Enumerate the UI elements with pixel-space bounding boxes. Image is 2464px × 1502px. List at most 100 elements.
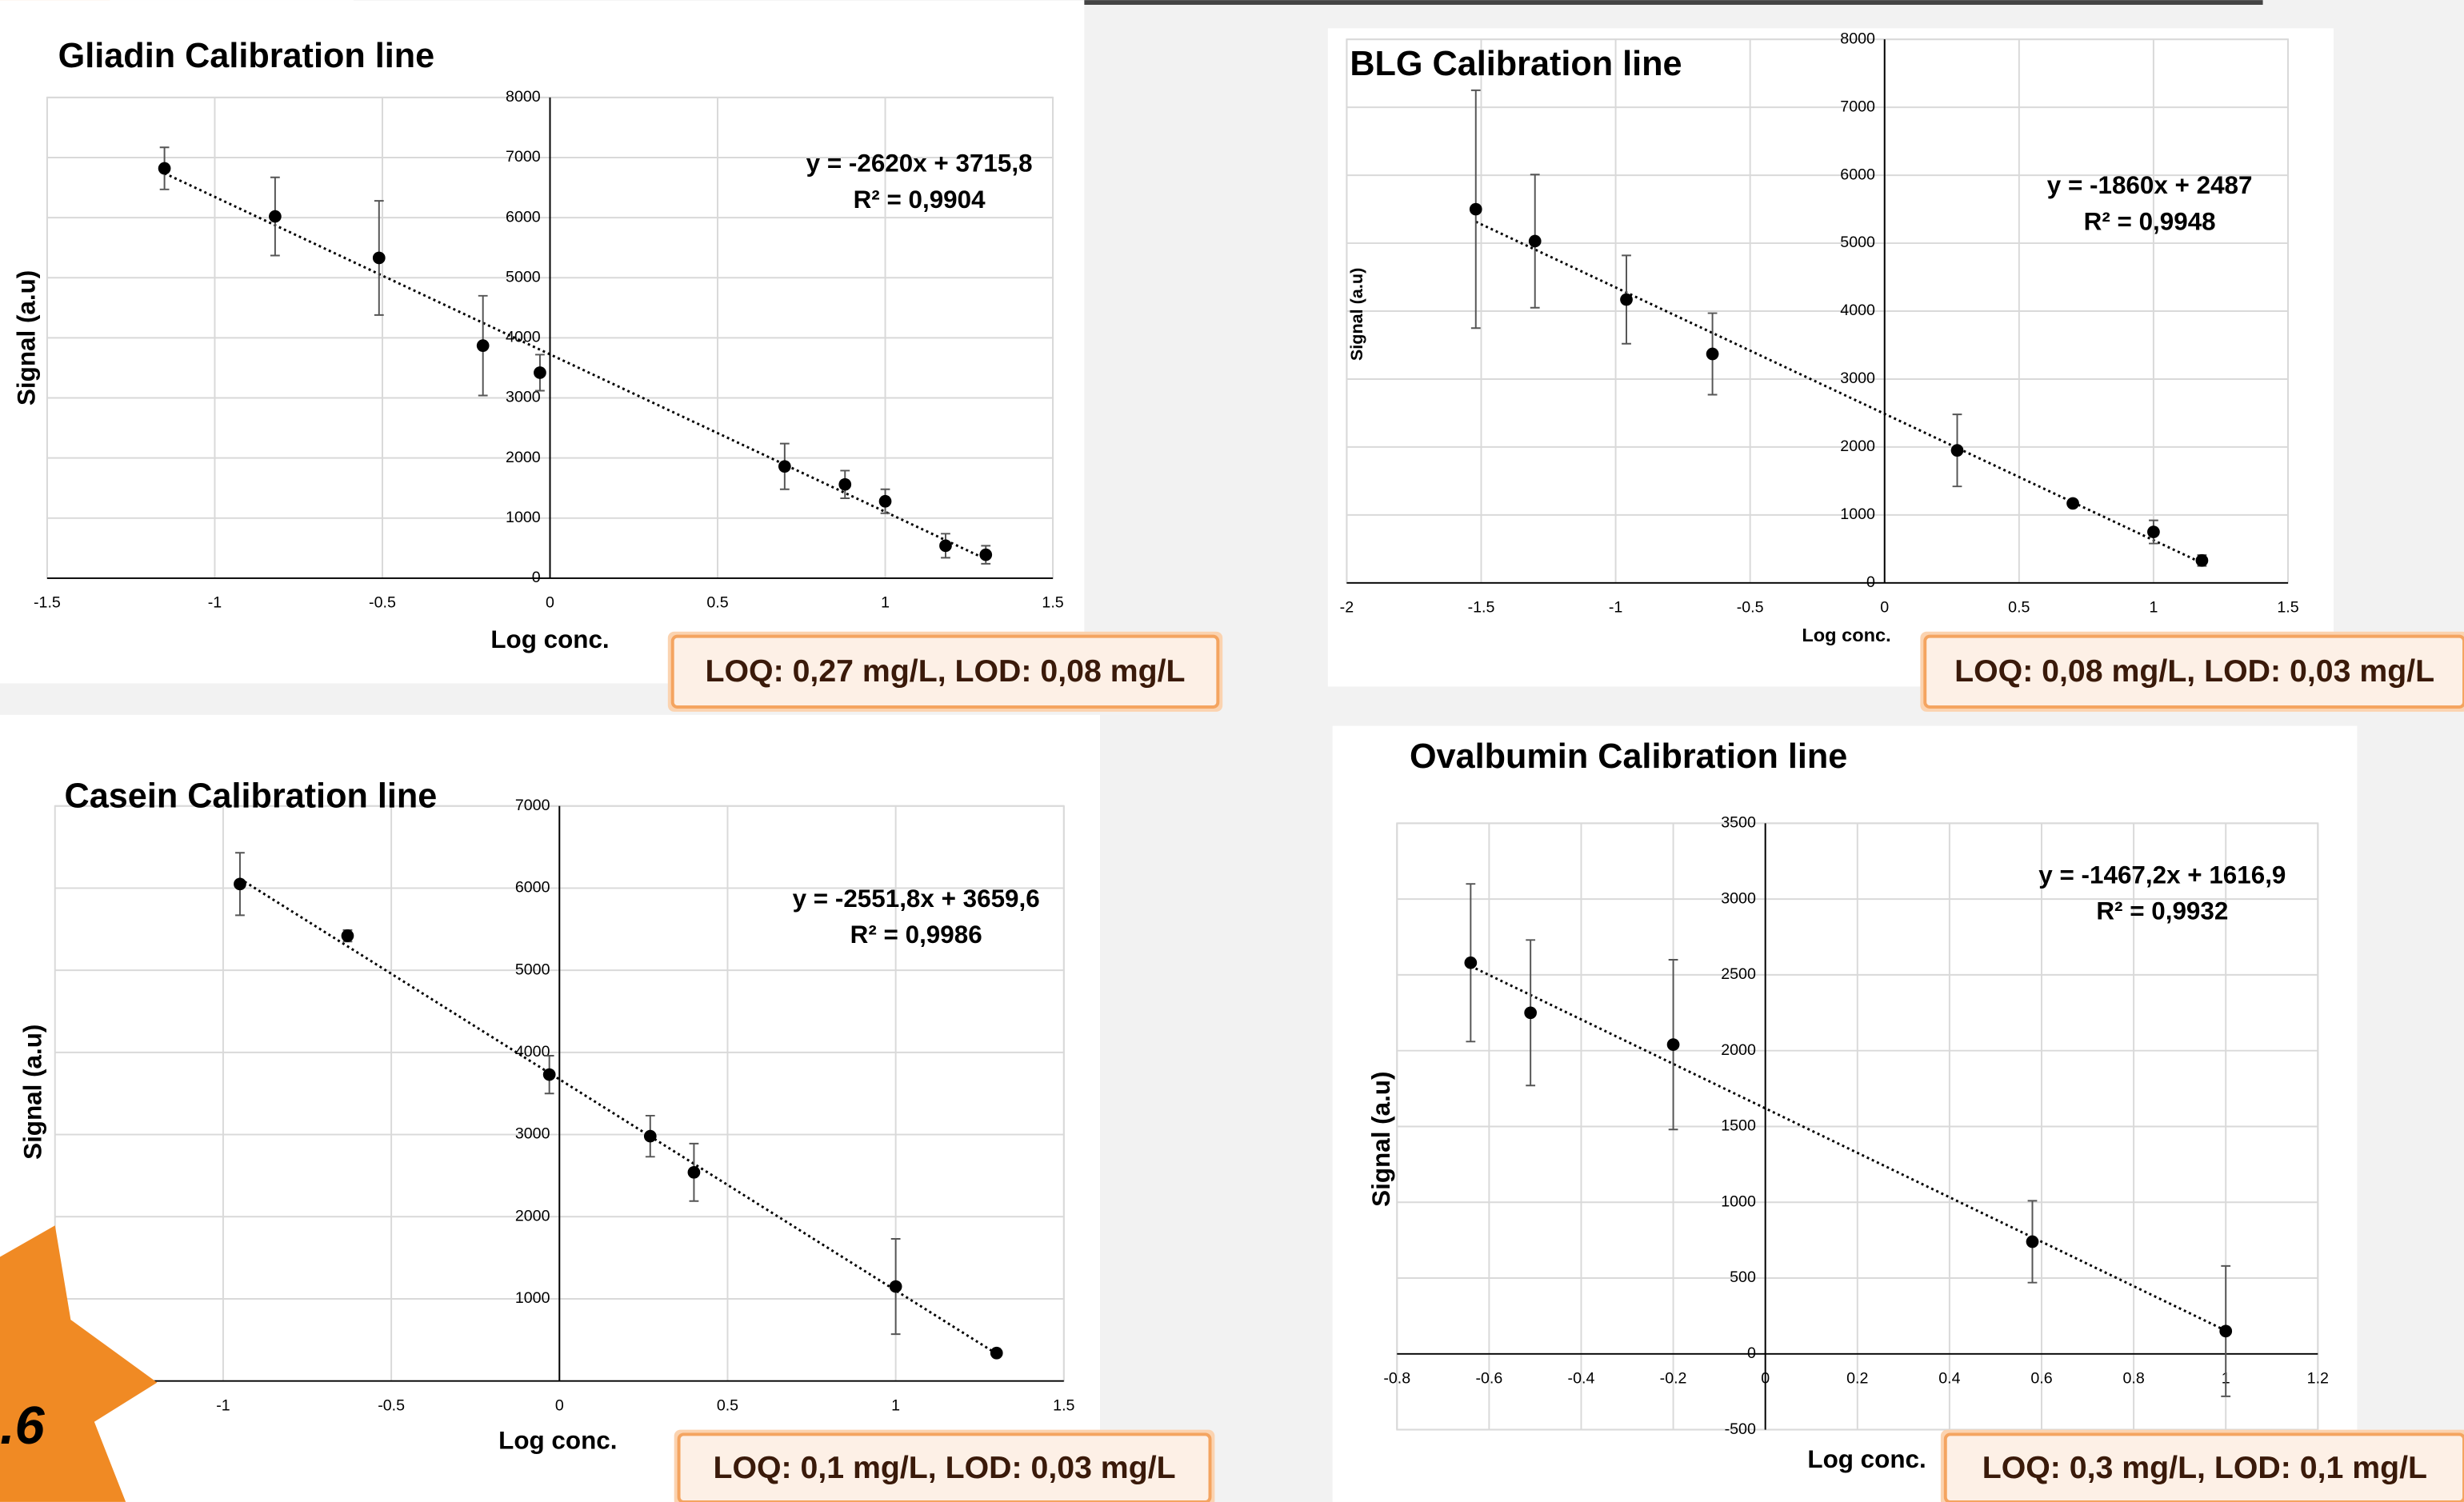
y-tick-label: 2000: [1840, 437, 1875, 455]
x-axis-label: Log conc.: [1807, 1445, 1926, 1473]
y-tick-label: 6000: [506, 208, 541, 226]
data-point: [643, 1129, 657, 1143]
data-point: [1706, 347, 1719, 361]
y-tick-label: 5000: [1840, 234, 1875, 251]
y-tick-label: 500: [1730, 1268, 1756, 1286]
y-tick-label: 2000: [515, 1207, 550, 1224]
data-point: [1950, 444, 1964, 457]
data-point: [838, 477, 852, 491]
y-tick-label: 1000: [515, 1289, 550, 1307]
x-tick-label: 0.5: [706, 594, 728, 612]
y-tick-label: 7000: [515, 797, 550, 814]
x-tick-label: -2: [1340, 598, 1354, 616]
y-tick-label: 7000: [506, 148, 541, 166]
y-tick-label: 3500: [1721, 814, 1756, 832]
note-text: LOQ: 0,1 mg/L, LOD: 0,03 mg/L: [713, 1450, 1175, 1485]
y-tick-label: 6000: [515, 879, 550, 897]
y-tick-label: 2000: [1721, 1041, 1756, 1059]
trend-line: [1470, 965, 2226, 1332]
x-axis-label: Log conc.: [1802, 625, 1890, 645]
r-squared: R² = 0,9986: [850, 921, 982, 949]
trend-line: [1475, 220, 2203, 565]
y-tick-label: 1000: [1721, 1192, 1756, 1210]
data-point: [476, 339, 490, 353]
note-box: [1923, 634, 2464, 709]
x-tick-label: -1: [208, 594, 222, 612]
y-tick-label: 7000: [1840, 98, 1875, 115]
y-tick-label: 8000: [1840, 30, 1875, 47]
y-tick-label: 5000: [515, 961, 550, 978]
data-point: [687, 1165, 701, 1179]
data-point: [1620, 293, 1633, 306]
x-tick-label: 0.4: [1938, 1369, 1960, 1387]
panel: [0, 714, 1100, 1502]
data-point: [1464, 956, 1478, 969]
x-tick-label: -0.6: [1475, 1369, 1502, 1387]
x-tick-label: 1.2: [2307, 1369, 2329, 1387]
x-tick-label: 1.5: [1042, 594, 1063, 612]
x-axis-label: Log conc.: [490, 625, 609, 653]
x-tick-label: 0.2: [1846, 1369, 1868, 1387]
data-point: [2195, 553, 2209, 567]
y-tick-label: 4000: [1840, 302, 1875, 319]
note-text: LOQ: 0,27 mg/L, LOD: 0,08 mg/L: [706, 653, 1186, 689]
data-point: [778, 460, 791, 473]
data-point: [341, 929, 354, 942]
equation: y = -1860x + 2487: [2047, 171, 2253, 199]
y-tick-label: 8000: [506, 88, 541, 106]
data-point: [372, 251, 386, 265]
data-point: [269, 210, 282, 223]
y-axis-label: Signal (a.u): [19, 1025, 47, 1160]
data-point: [889, 1280, 902, 1293]
x-tick-label: 1.5: [2277, 598, 2298, 616]
y-tick-label: 3000: [1721, 889, 1756, 907]
panel: [1327, 28, 2334, 687]
x-tick-label: 0.5: [2008, 598, 2030, 616]
data-point: [939, 539, 952, 553]
x-tick-label: 0: [1880, 598, 1889, 616]
y-tick-label: 3000: [506, 389, 541, 406]
chart-title: Gliadin Calibration line: [58, 37, 435, 75]
data-point: [2066, 497, 2079, 510]
panel: [1332, 725, 2358, 1502]
data-point: [534, 366, 546, 379]
x-tick-label: -1: [216, 1396, 230, 1414]
y-tick-label: 2500: [1721, 965, 1756, 983]
data-point: [878, 494, 892, 508]
data-point: [542, 1068, 556, 1081]
x-tick-label: -0.5: [1737, 598, 1764, 616]
data-point: [2147, 525, 2160, 538]
x-tick-label: 0.6: [2030, 1369, 2052, 1387]
r-squared: R² = 0,9904: [854, 186, 986, 214]
y-axis-label: Signal (a.u): [1367, 1072, 1395, 1207]
chart-title: Ovalbumin Calibration line: [1410, 737, 1847, 776]
y-tick-label: 5000: [506, 268, 541, 286]
data-point: [2026, 1235, 2039, 1248]
x-tick-label: 0.8: [2122, 1369, 2144, 1387]
x-tick-label: -1.5: [34, 594, 61, 612]
charts: -1.5 -1 -0.5 0 0.5 1 1.5 0 1000 2000 3000 4000 5000 6…: [13, 30, 2464, 1502]
x-tick-label: -0.2: [1660, 1369, 1687, 1387]
chart-title: Casein Calibration line: [65, 777, 438, 815]
chart-title: BLG Calibration line: [1350, 45, 1682, 83]
r-squared: R² = 0,9932: [2096, 897, 2228, 925]
y-tick-label: 2000: [506, 449, 541, 466]
data-point: [234, 877, 246, 891]
x-tick-label: 1.5: [1053, 1396, 1074, 1414]
equation: y = -2620x + 3715,8: [806, 150, 1033, 178]
data-point: [1666, 1038, 1680, 1051]
x-tick-label: -0.5: [378, 1396, 405, 1414]
x-tick-label: 1: [891, 1396, 900, 1414]
note-text: LOQ: 0,3 mg/L, LOD: 0,1 mg/L: [1982, 1450, 2427, 1485]
y-tick-label: -500: [1725, 1420, 1756, 1438]
x-tick-label: -1: [1609, 598, 1622, 616]
data-point: [1528, 234, 1542, 248]
badge-text: .6: [0, 1396, 46, 1456]
data-point: [1524, 1006, 1538, 1020]
trend-line: [239, 877, 998, 1355]
x-tick-label: -0.8: [1383, 1369, 1410, 1387]
x-tick-label: 0: [555, 1396, 564, 1414]
star-badge: [0, 1225, 158, 1502]
y-tick-label: 3000: [1840, 370, 1875, 387]
x-tick-label: 1: [881, 594, 890, 612]
